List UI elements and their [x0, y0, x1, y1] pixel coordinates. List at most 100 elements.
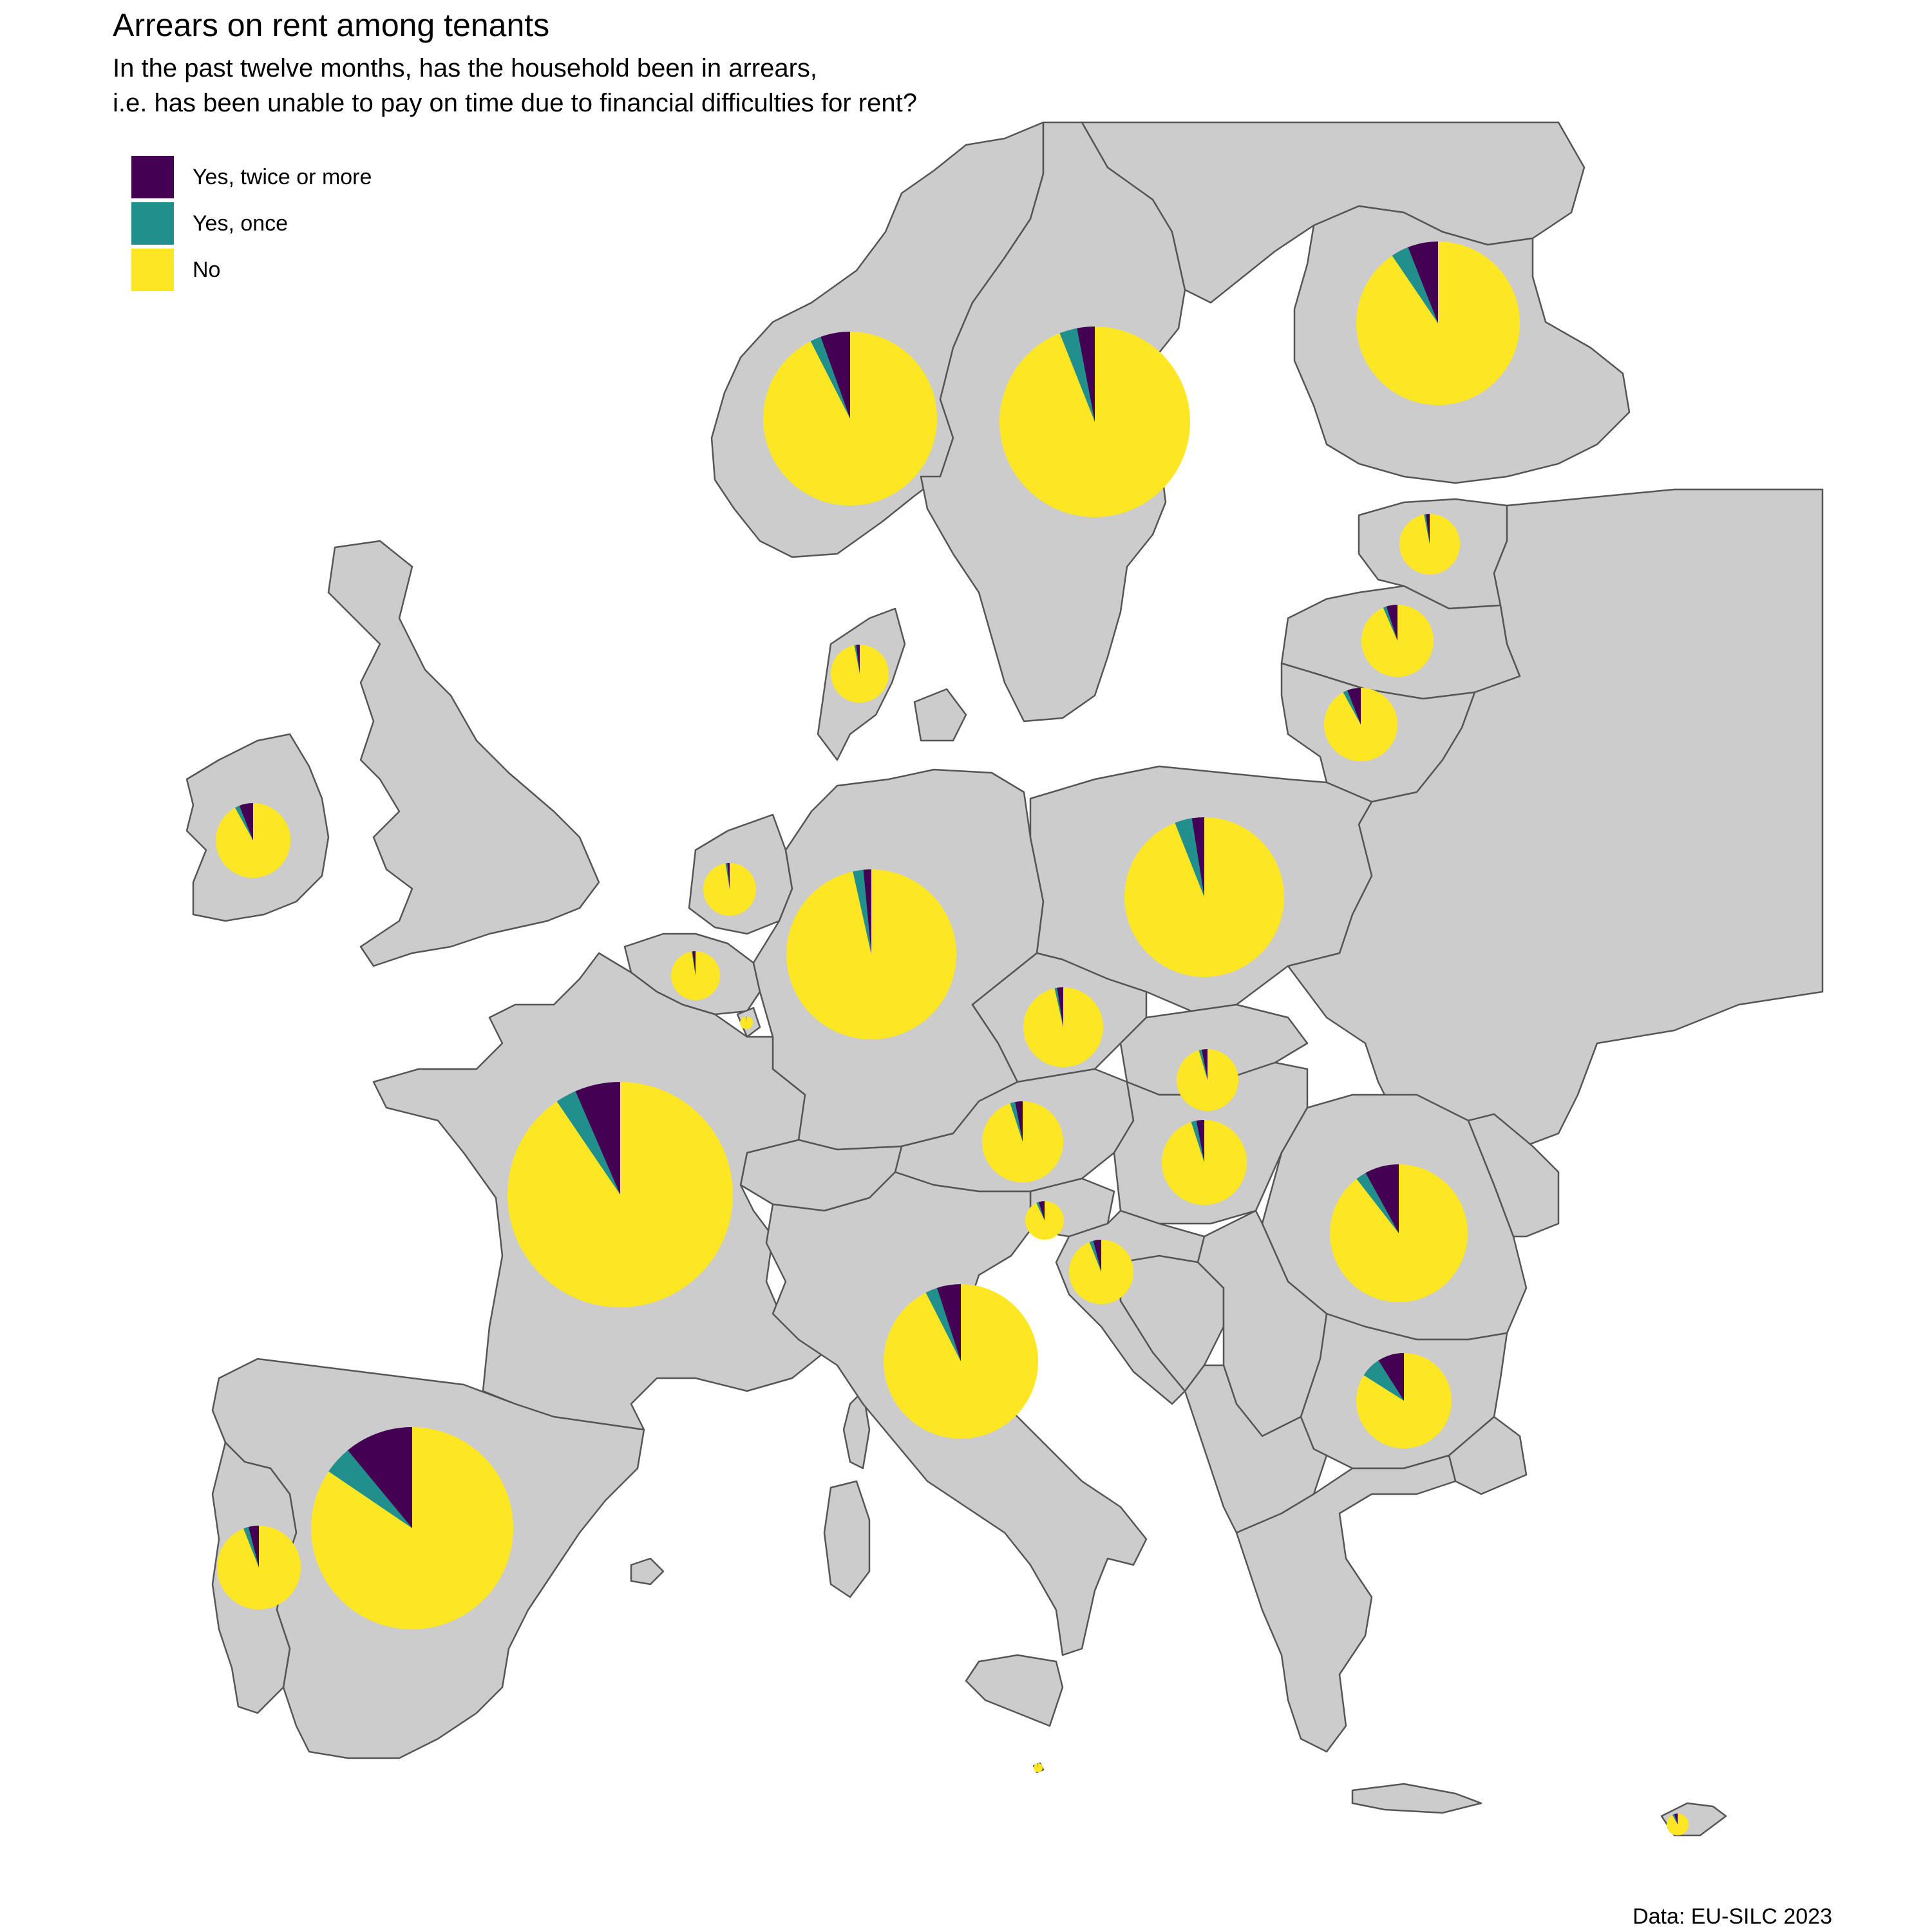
pie-slice-lithuania-twice — [1347, 688, 1361, 724]
pie-slice-bulgaria-once — [1363, 1360, 1404, 1401]
pie-slice-germany-twice — [863, 869, 871, 954]
pie-malta — [1033, 1763, 1043, 1773]
pie-slice-czechia-no — [1023, 987, 1104, 1067]
pie-slice-netherlands-no — [703, 863, 756, 916]
pie-spain — [310, 1427, 513, 1629]
pie-italy — [884, 1284, 1039, 1439]
pie-slice-austria-no — [982, 1101, 1064, 1183]
pie-slice-estonia-twice — [1426, 514, 1430, 544]
pie-denmark — [830, 645, 889, 703]
pie-czechia — [1023, 987, 1104, 1067]
pie-slice-slovenia-once — [1036, 1202, 1045, 1220]
pie-france — [507, 1082, 733, 1307]
pie-slice-portugal-no — [216, 1526, 301, 1609]
pie-layer — [216, 242, 1689, 1836]
pie-slice-latvia-twice — [1386, 605, 1397, 641]
pie-slice-slovenia-twice — [1038, 1201, 1045, 1220]
pie-slice-italy-twice — [936, 1284, 961, 1361]
pie-luxembourg — [740, 1016, 753, 1029]
pie-slovakia — [1177, 1049, 1239, 1111]
pie-cyprus — [1666, 1814, 1689, 1836]
pie-sweden — [999, 327, 1190, 517]
land-crete — [1351, 1783, 1482, 1814]
pie-slice-malta-once — [1037, 1763, 1038, 1768]
pie-croatia — [1068, 1240, 1133, 1305]
pie-slice-romania-once — [1356, 1173, 1399, 1233]
pie-slice-latvia-no — [1361, 605, 1434, 677]
legend-item-twice: Yes, twice or more — [131, 156, 492, 201]
land-zealand — [913, 688, 967, 742]
data-source-caption: Data: EU-SILC 2023 — [1633, 1904, 1832, 1929]
chart-subtitle-line1: In the past twelve months, has the house… — [113, 54, 818, 82]
pie-slice-belgium-twice — [692, 951, 696, 976]
pie-slice-finland-once — [1392, 247, 1438, 323]
pie-belgium — [671, 951, 721, 1000]
land-sardinia — [823, 1480, 871, 1598]
pie-slice-norway-twice — [820, 332, 850, 419]
pie-slice-lithuania-once — [1343, 690, 1361, 724]
pie-slice-estonia-no — [1399, 514, 1460, 574]
pie-slice-france-twice — [575, 1082, 620, 1195]
pie-poland — [1124, 817, 1285, 977]
legend-label-twice: Yes, twice or more — [193, 165, 372, 189]
pie-slice-sweden-twice — [1077, 327, 1095, 422]
pie-germany — [786, 869, 956, 1040]
pie-slice-slovakia-once — [1198, 1049, 1208, 1080]
land-w-balkans — [1184, 1364, 1328, 1534]
pie-norway — [763, 332, 938, 506]
chart-title: Arrears on rent among tenants — [113, 7, 550, 43]
pie-slice-norway-no — [763, 332, 938, 506]
pie-slice-malta-no — [1033, 1763, 1043, 1773]
pie-latvia — [1361, 605, 1434, 677]
pie-austria — [982, 1101, 1064, 1183]
pie-slice-croatia-twice — [1093, 1240, 1101, 1272]
pie-slice-denmark-no — [830, 645, 889, 703]
pie-slice-spain-once — [328, 1450, 412, 1528]
pie-slice-denmark-once — [854, 645, 860, 674]
pie-slice-czechia-once — [1054, 987, 1063, 1027]
pie-slice-austria-once — [1010, 1102, 1023, 1142]
pie-slice-netherlands-twice — [727, 863, 730, 889]
legend-label-once: Yes, once — [193, 211, 289, 236]
chart-subtitle-line2: i.e. has been unable to pay on time due … — [113, 89, 917, 117]
pie-slice-cyprus-twice — [1674, 1814, 1678, 1824]
pie-slice-france-once — [556, 1091, 620, 1195]
pie-bulgaria — [1356, 1353, 1452, 1449]
land-balearics — [630, 1557, 665, 1586]
pie-slice-romania-twice — [1365, 1164, 1399, 1233]
pie-slice-sweden-once — [1059, 328, 1095, 422]
pie-romania — [1330, 1164, 1468, 1302]
legend-swatch-no — [131, 249, 174, 291]
pie-slice-latvia-once — [1383, 606, 1397, 641]
pie-slice-ireland-once — [235, 806, 253, 840]
pie-slice-poland-twice — [1191, 817, 1204, 897]
pie-ireland — [216, 803, 291, 878]
pie-slice-finland-twice — [1408, 242, 1438, 323]
pie-slice-estonia-once — [1424, 514, 1430, 544]
legend-item-no: No — [131, 249, 492, 294]
pie-slice-luxembourg-no — [740, 1016, 753, 1029]
pie-slice-denmark-twice — [856, 645, 860, 674]
legend-swatch-once — [131, 202, 174, 245]
pie-lithuania — [1324, 688, 1398, 762]
pie-slice-germany-no — [786, 869, 956, 1040]
land-east — [1287, 488, 1824, 1238]
pie-slice-belgium-no — [671, 951, 721, 1000]
pie-slice-croatia-once — [1089, 1240, 1101, 1272]
pie-slice-ireland-no — [216, 803, 291, 878]
pie-slice-slovakia-twice — [1202, 1049, 1208, 1080]
pie-slice-netherlands-once — [725, 863, 730, 889]
pie-slice-spain-twice — [347, 1427, 412, 1528]
land-moldova — [1467, 1113, 1560, 1238]
pie-slice-finland-no — [1356, 242, 1520, 405]
pie-hungary — [1161, 1120, 1247, 1205]
pie-slice-portugal-twice — [248, 1526, 259, 1567]
pie-slice-portugal-once — [243, 1527, 259, 1567]
pie-slice-bulgaria-no — [1356, 1353, 1452, 1449]
pie-slice-germany-once — [853, 869, 871, 954]
land-great-britain — [327, 540, 600, 967]
pie-slice-bulgaria-twice — [1378, 1353, 1404, 1401]
pie-slovenia — [1025, 1201, 1064, 1240]
pie-slice-czechia-twice — [1057, 987, 1063, 1027]
